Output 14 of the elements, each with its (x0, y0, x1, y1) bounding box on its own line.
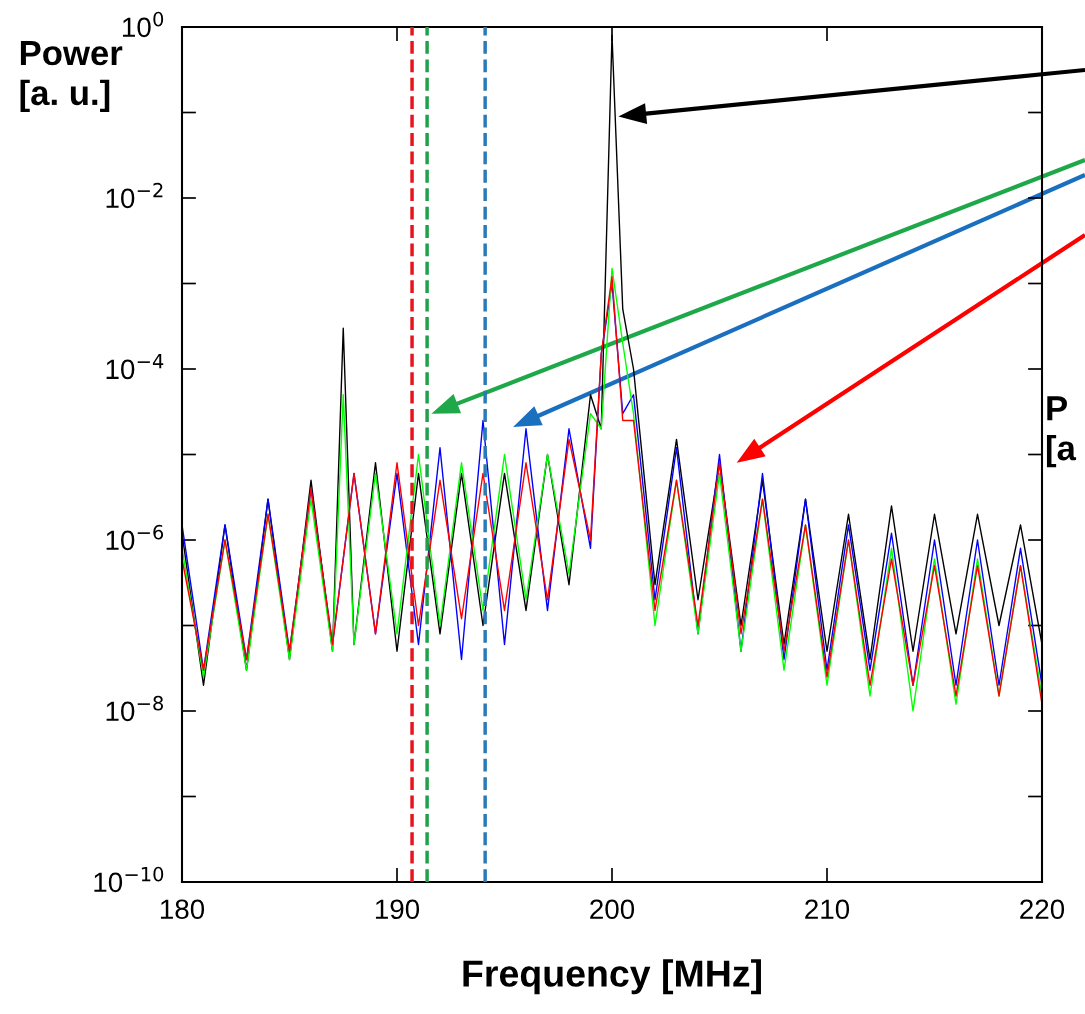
text: P [a (1046, 396, 1077, 468)
x-axis-title: Frequency [MHz] (463, 959, 761, 995)
x-tick-label: 220 (1020, 899, 1065, 920)
y-tick-label: 10$^{−6}$ (106, 524, 164, 551)
y-tick-label: 10$^{0}$ (123, 11, 164, 38)
y-tick-label: 10$^{−2}$ (106, 182, 163, 209)
x-tick-label: 190 (375, 899, 420, 920)
y-tick-label: 10$^{−10}$ (94, 866, 164, 893)
y-axis-title: Power [a. u.] (20, 41, 123, 113)
y-tick-label: 10$^{−4}$ (106, 354, 164, 380)
x-tick-label: 200 (590, 899, 635, 920)
x-tick-label: 210 (805, 899, 850, 920)
x-tick-label: 180 (160, 899, 205, 920)
y-tick-label: 10$^{−8}$ (106, 695, 163, 722)
